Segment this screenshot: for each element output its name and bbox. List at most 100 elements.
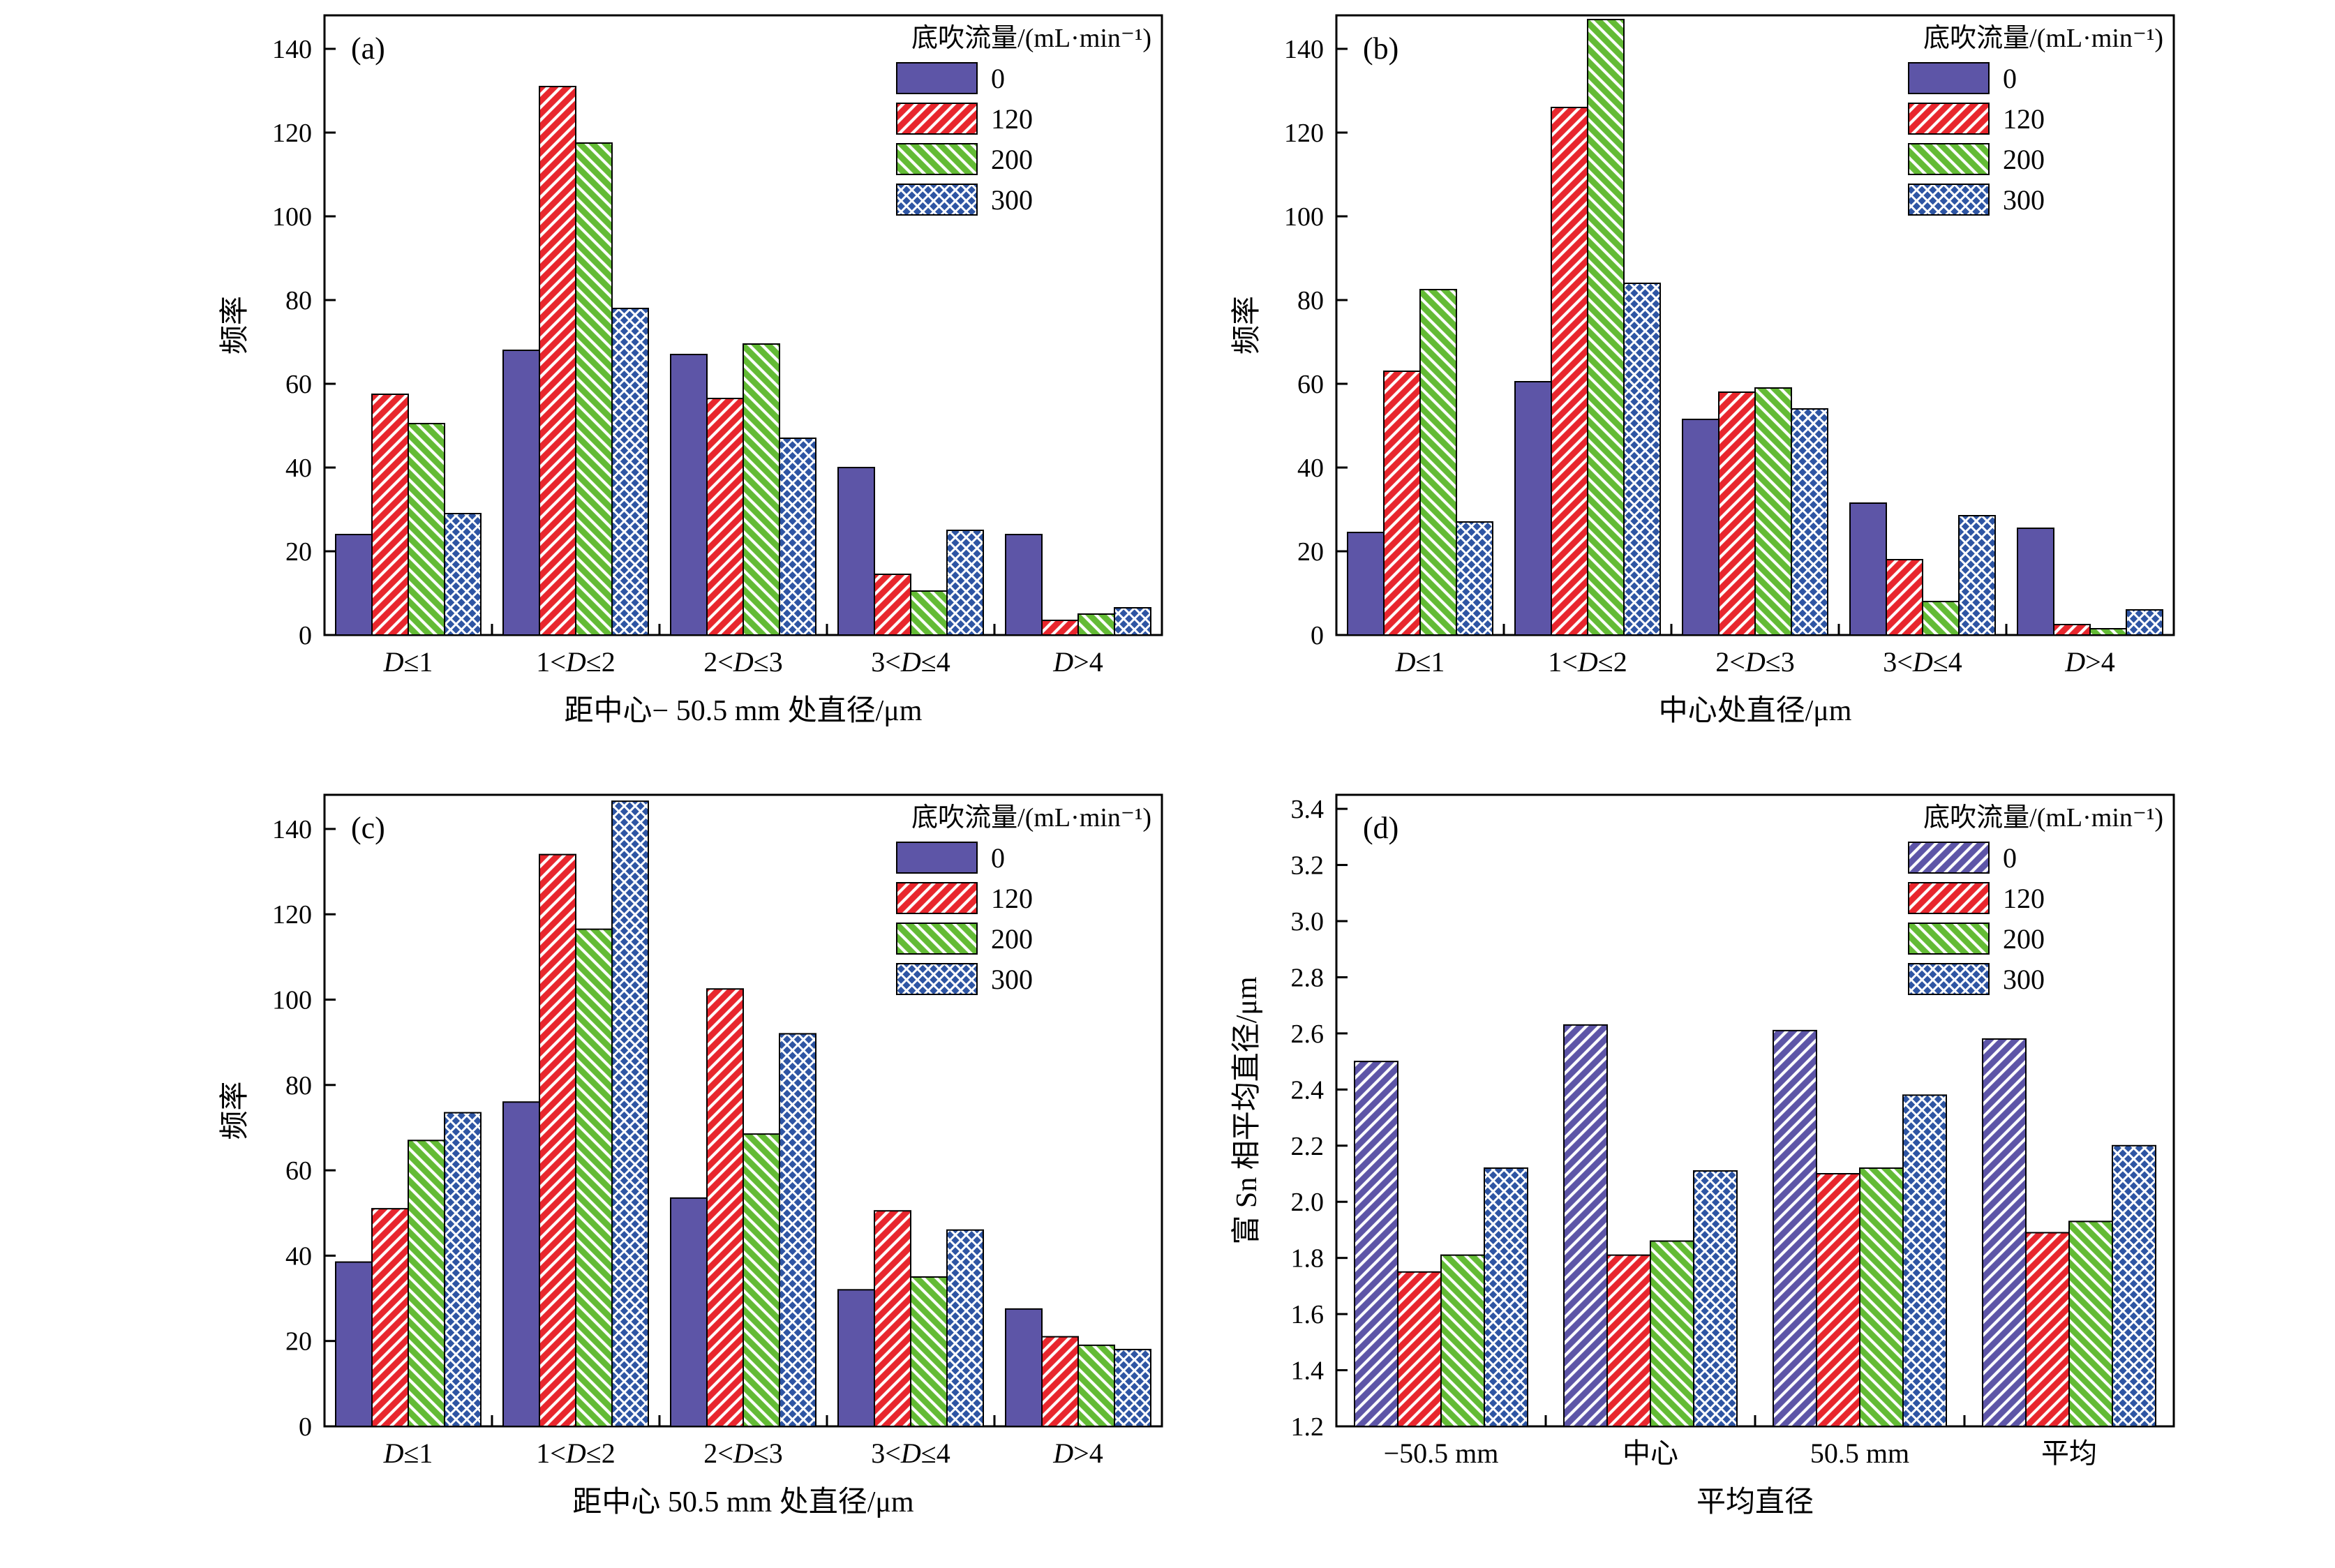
bar-overlay (1791, 408, 1828, 636)
bar-0-2 (1683, 419, 1719, 635)
y-axis-title: 频率 (1230, 296, 1263, 354)
legend-title: 底吹流量/(mL·min⁻¹) (911, 803, 1151, 832)
y-tick-label: 40 (285, 454, 312, 483)
bar-0-1 (1515, 382, 1551, 635)
y-tick-label: 120 (272, 900, 312, 929)
bar-overlay (1551, 107, 1588, 636)
bar-overlay (408, 1140, 445, 1427)
x-category-label: 3<D≤4 (871, 646, 950, 678)
bar-overlay (2025, 1232, 2070, 1427)
bar-overlay (910, 1276, 948, 1427)
bar-overlay (371, 1208, 409, 1427)
bar-overlay (2017, 528, 2054, 636)
bar-overlay (1383, 371, 1421, 636)
bar-overlay (910, 590, 948, 636)
y-tick-label: 120 (1284, 119, 1324, 148)
y-tick-label: 20 (1297, 537, 1324, 567)
bar-overlay (1902, 1094, 1947, 1427)
legend-entry-label: 300 (2003, 184, 2045, 216)
legend-swatch-overlay (896, 923, 978, 955)
y-tick-label: 100 (1284, 202, 1324, 232)
legend-title: 底吹流量/(mL·min⁻¹) (911, 24, 1151, 53)
y-tick-label: 100 (272, 986, 312, 1015)
legend-entry-label: 200 (2003, 144, 2045, 175)
legend-swatch-overlay (1908, 103, 1990, 135)
y-tick-label: 2.0 (1291, 1188, 1325, 1217)
x-axis-title: 中心处直径/μm (1659, 695, 1852, 727)
bar-overlay (408, 423, 445, 636)
legend-swatch-overlay (896, 103, 978, 135)
bar-overlay (2068, 1220, 2113, 1428)
y-tick-label: 120 (272, 119, 312, 148)
y-tick-label: 2.6 (1291, 1020, 1325, 1049)
bar-overlay (1041, 620, 1079, 636)
bar-0-1 (503, 1102, 539, 1426)
bar-overlay (1982, 1038, 2027, 1427)
bar-overlay (1587, 19, 1625, 636)
legend-swatch-overlay (896, 842, 978, 874)
legend-swatch-overlay (896, 62, 978, 94)
bar-overlay (706, 988, 744, 1427)
x-category-label: 1<D≤2 (536, 646, 615, 678)
legend-swatch-overlay (1908, 923, 1990, 955)
legend-swatch-overlay (1908, 143, 1990, 175)
bar-0-3 (838, 1290, 874, 1426)
legend-title: 底吹流量/(mL·min⁻¹) (1923, 803, 2163, 832)
bar-overlay (1077, 613, 1115, 636)
legend-swatch-overlay (896, 963, 978, 995)
x-axis-title: 距中心 50.5 mm 处直径/μm (572, 1486, 914, 1518)
bar-0-2 (671, 354, 707, 635)
bar-0-2 (671, 1197, 707, 1426)
x-category-label: 2<D≤3 (703, 1438, 782, 1469)
bar-0-4 (1006, 535, 1042, 635)
y-tick-label: 3.2 (1291, 851, 1325, 881)
legend-swatch-overlay (1908, 62, 1990, 94)
bar-overlay (1005, 534, 1043, 636)
y-tick-label: 1.4 (1291, 1357, 1325, 1386)
chart-b: 0 20 40 60 80 100 120 140 D≤1 1<D≤2 2<D≤3 3<D≤4 D>4 频… (1230, 14, 2175, 727)
bar-overlay (1440, 1254, 1485, 1428)
legend-entry-label: 300 (2003, 964, 2045, 995)
bar-overlay (371, 394, 409, 636)
legend-entry-label: 0 (991, 63, 1005, 94)
bar-overlay (1397, 1271, 1442, 1427)
x-category-label: 3<D≤4 (871, 1438, 950, 1469)
bar-overlay (1563, 1024, 1608, 1428)
bar-overlay (611, 800, 649, 1427)
y-tick-label: 3.0 (1291, 907, 1325, 936)
x-category-label: D>4 (2064, 646, 2114, 678)
bar-overlay (946, 530, 984, 636)
bar-overlay (1419, 289, 1457, 636)
y-axis-title: 频率 (218, 296, 251, 354)
x-category-label: 2<D≤3 (1715, 646, 1794, 678)
legend-title: 底吹流量/(mL·min⁻¹) (1923, 24, 2163, 53)
bar-overlay (837, 467, 875, 636)
panel-label: (a) (351, 31, 385, 66)
bar-overlay (1886, 559, 1923, 636)
y-tick-label: 1.8 (1291, 1244, 1325, 1274)
y-tick-label: 60 (1297, 370, 1324, 399)
legend-swatch-overlay (1908, 963, 1990, 995)
y-tick-label: 140 (272, 35, 312, 64)
bar-0-4 (2017, 528, 2054, 635)
legend-entry-label: 120 (991, 883, 1033, 914)
bar-overlay (1077, 1344, 1115, 1427)
panel-label: (b) (1363, 31, 1398, 66)
legend-swatch-overlay (896, 143, 978, 175)
bar-overlay (1773, 1029, 1817, 1428)
y-tick-label: 60 (285, 370, 312, 399)
bar-0-0 (336, 1262, 372, 1426)
bar-overlay (1456, 521, 1493, 636)
bar-0-3 (838, 468, 874, 635)
legend-entry-label: 300 (991, 964, 1033, 995)
bar-overlay (779, 1033, 816, 1427)
bar-overlay (1623, 283, 1661, 636)
bar-overlay (1354, 1061, 1398, 1428)
x-category-label: 50.5 mm (1810, 1438, 1909, 1469)
chart-c: 0 20 40 60 80 100 120 140 D≤1 1<D≤2 2<D≤3 3<D≤4 D>4 频… (218, 793, 1163, 1518)
y-tick-label: 80 (285, 286, 312, 315)
bar-overlay (575, 142, 613, 636)
x-category-label: −50.5 mm (1384, 1438, 1499, 1469)
y-tick-label: 40 (285, 1241, 312, 1271)
bar-overlay (946, 1229, 984, 1427)
